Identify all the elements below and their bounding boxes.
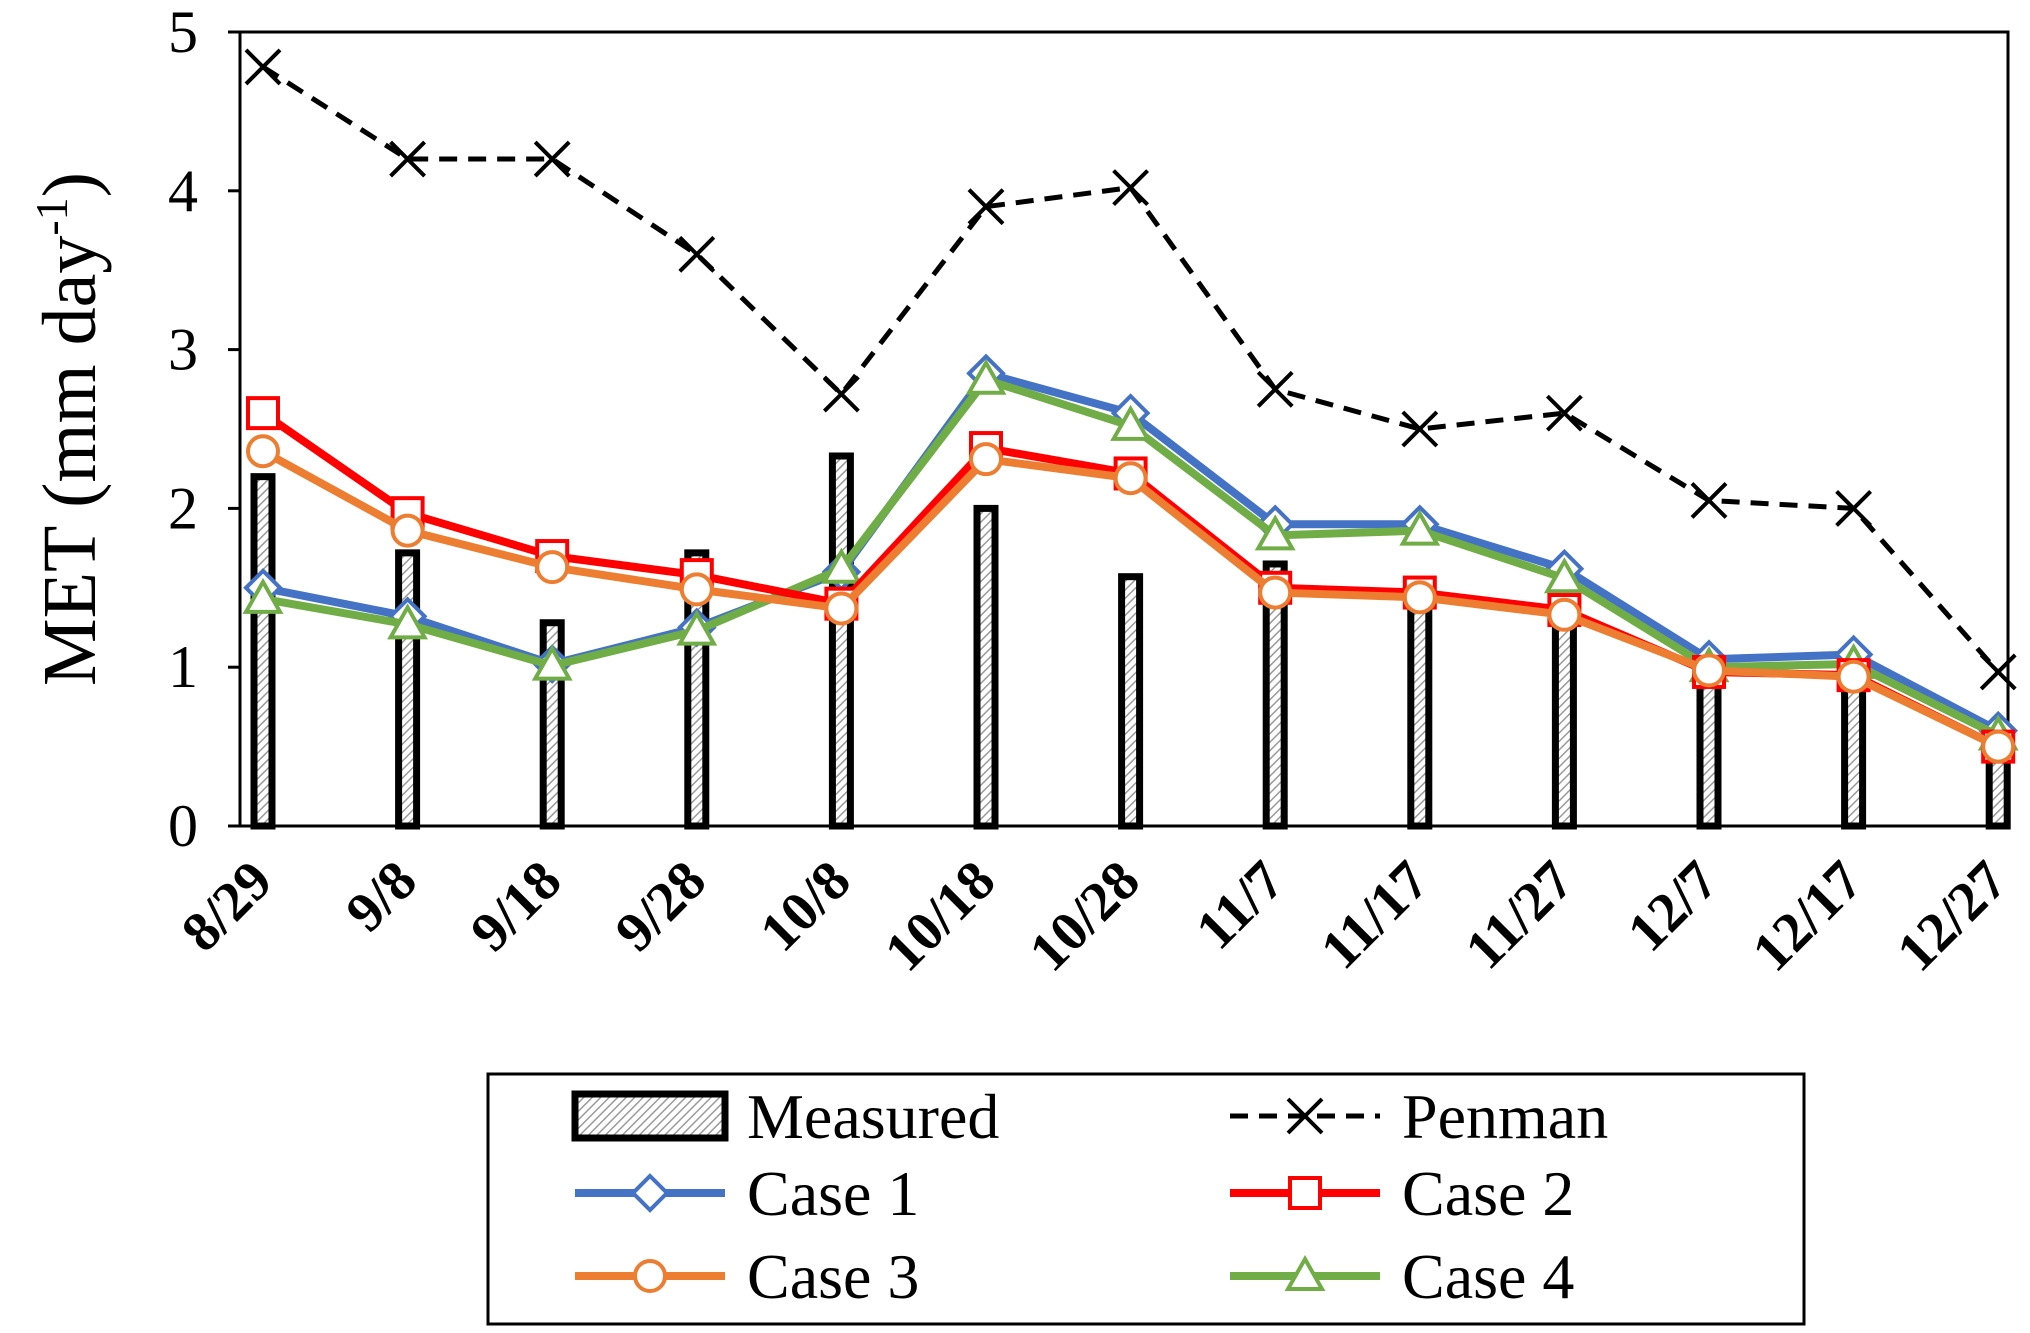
x-tick-label: 12/27 (1885, 849, 2019, 983)
penman-marker (1256, 370, 1294, 408)
measured-bar (828, 452, 854, 830)
measured-bar (250, 473, 276, 830)
x-tick-label: 10/8 (748, 849, 862, 963)
penman-marker (1286, 1097, 1324, 1135)
measured-bar (395, 549, 421, 830)
case3-marker (1547, 597, 1582, 632)
x-tick-label: 9/18 (459, 849, 573, 963)
case3-marker (390, 513, 425, 548)
x-tick-label: 11/7 (1184, 849, 1296, 961)
y-axis-title-close: ) (28, 172, 112, 197)
legend-item: Penman (1230, 1081, 1608, 1152)
x-tick-label: 10/18 (873, 849, 1007, 983)
case3-marker (679, 572, 714, 607)
legend-item: Case 2 (1230, 1158, 1574, 1229)
case4-marker (1110, 404, 1152, 441)
x-tick-label: 12/7 (1616, 849, 1730, 963)
legend-item: Case 4 (1230, 1241, 1574, 1312)
x-tick-label: 8/29 (170, 849, 284, 963)
legend-item: Case 1 (575, 1158, 919, 1229)
case3-marker (1836, 659, 1871, 694)
x-tick-label: 11/27 (1454, 849, 1586, 981)
measured-bar (1841, 679, 1867, 830)
case3-series (246, 434, 2016, 764)
penman-marker (1835, 489, 1873, 527)
case4-marker (676, 609, 718, 646)
measured-bar (1407, 604, 1433, 830)
y-tick-label: 5 (168, 0, 198, 65)
measured-bar (1985, 751, 2011, 830)
legend-label: Case 2 (1402, 1158, 1574, 1229)
measured-bar (973, 504, 999, 830)
legend-label: Measured (747, 1081, 999, 1152)
legend-label: Case 4 (1402, 1241, 1574, 1312)
case2-marker (246, 396, 280, 431)
y-axis-title: MET (mm day-1) (26, 172, 112, 686)
penman-marker (1401, 410, 1439, 448)
measured-bar (1262, 560, 1288, 830)
case3-marker (1113, 461, 1148, 496)
penman-marker (533, 140, 571, 178)
penman-series (244, 48, 2017, 691)
measured-bar (1696, 663, 1722, 830)
x-tick-label: 9/28 (604, 849, 718, 963)
x-tick-label: 10/28 (1018, 849, 1152, 983)
legend-item: Measured (571, 1081, 999, 1152)
case4-marker (1254, 514, 1296, 551)
y-tick-label: 2 (168, 475, 198, 541)
case4-marker (242, 577, 284, 614)
case4-marker (531, 644, 573, 681)
x-tick-label: 11/17 (1309, 849, 1441, 981)
case3-marker (824, 591, 859, 626)
case3-marker (1981, 729, 2016, 764)
case4-marker (1284, 1254, 1326, 1291)
case3-marker (1692, 653, 1726, 688)
penman-marker (1979, 653, 2017, 691)
case3-marker (535, 550, 570, 585)
penman-marker (244, 48, 282, 86)
x-tick-label: 12/17 (1741, 849, 1875, 983)
penman-marker (389, 140, 427, 178)
penman-marker (1545, 394, 1583, 432)
legend-label: Penman (1402, 1081, 1608, 1152)
case4-marker (387, 603, 429, 640)
measured-bar (1551, 616, 1577, 830)
case4-marker (1543, 557, 1585, 594)
case3-marker (246, 434, 280, 469)
penman-marker (1112, 169, 1150, 207)
case3-marker (1258, 575, 1293, 610)
penman-marker (822, 375, 860, 413)
case4-marker (1399, 509, 1441, 546)
y-axis-title-superscript: -1 (26, 197, 77, 235)
penman-marker (1690, 482, 1728, 519)
penman-marker (678, 235, 716, 273)
legend-label: Case 3 (747, 1241, 919, 1312)
case4-marker (965, 358, 1007, 395)
case3-marker (969, 442, 1003, 477)
case4-marker (820, 547, 862, 584)
y-tick-label: 4 (168, 158, 198, 224)
case1-marker (630, 1173, 670, 1213)
case3-marker (1402, 580, 1437, 615)
x-tick-label: 9/8 (334, 849, 428, 943)
case2-marker (1288, 1176, 1322, 1210)
legend-label: Case 1 (747, 1158, 919, 1229)
y-tick-label: 0 (168, 793, 198, 859)
legend-item: Case 3 (575, 1241, 919, 1312)
penman-marker (967, 188, 1005, 226)
case3-marker (633, 1259, 667, 1293)
legend-measured-swatch (571, 1090, 729, 1142)
measured-bar (1118, 573, 1144, 830)
y-tick-label: 1 (168, 634, 198, 700)
y-tick-label: 3 (168, 317, 198, 383)
y-axis-title-main: MET (mm day (28, 236, 112, 686)
